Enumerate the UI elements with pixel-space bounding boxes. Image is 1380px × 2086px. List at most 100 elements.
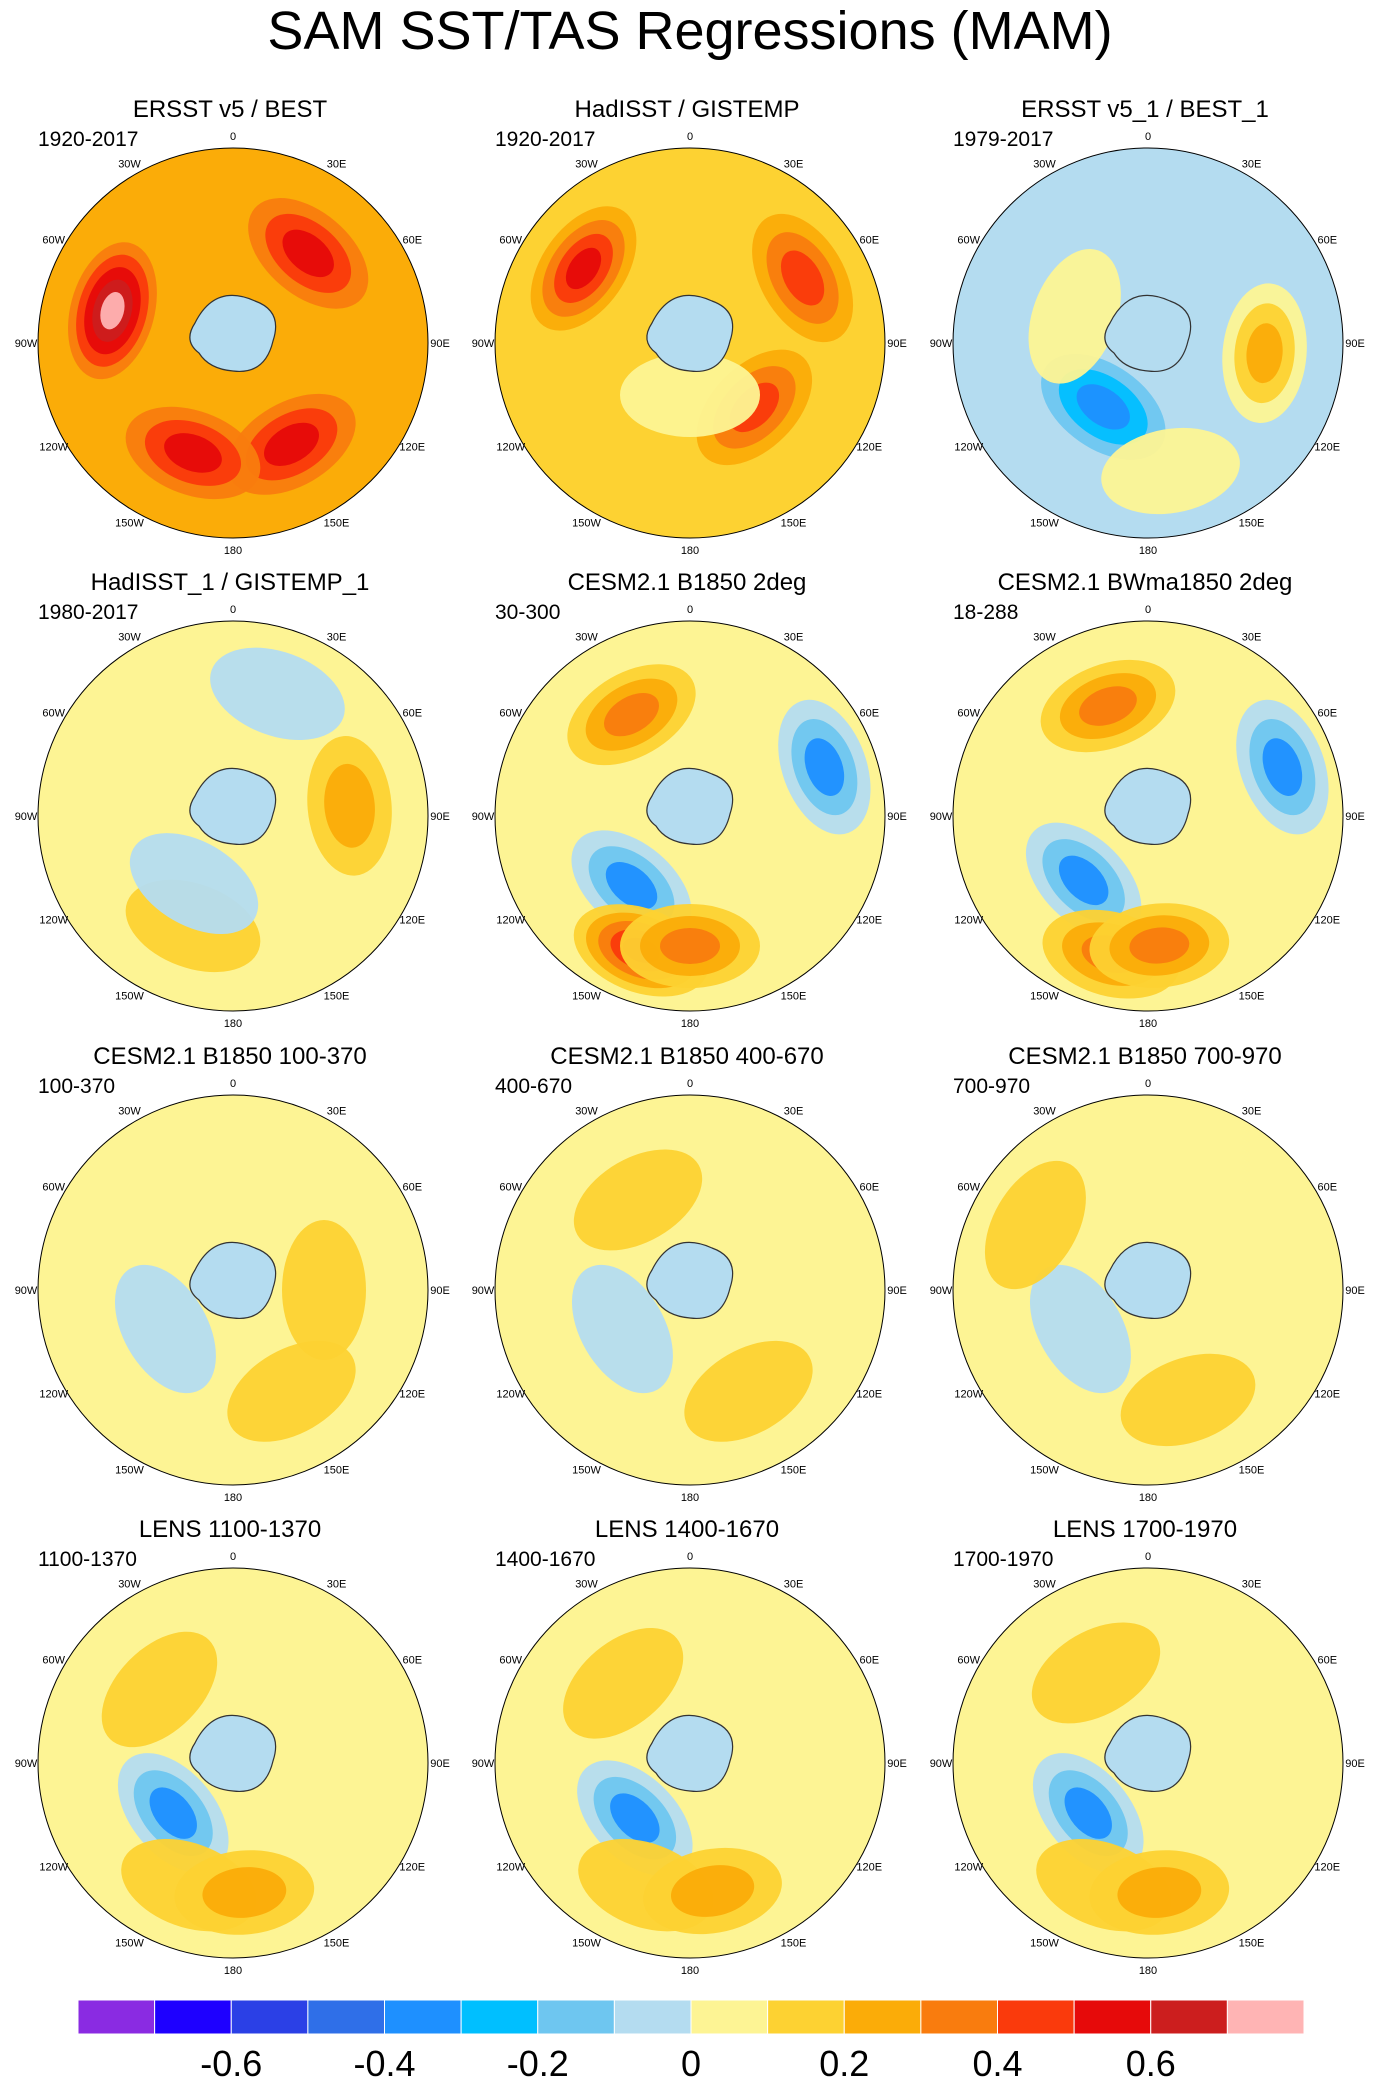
longitude-label: 60W [957,1182,980,1194]
panel-title: CESM2.1 B1850 700-970 [1008,1043,1282,1070]
longitude-label: 90E [1345,338,1365,350]
map-panel: HadISST_1 / GISTEMP_1 1980-2017 0 30E 60E 90E… [0,568,460,1043]
anomaly-contour [1120,1353,1256,1447]
longitude-label: 150E [1239,1464,1265,1476]
anomaly-contour [604,693,659,737]
anomaly-contour [1246,323,1283,384]
antarctica-outline [1104,1241,1192,1320]
panel-title: HadISST / GISTEMP [574,96,800,123]
longitude-label: 90E [887,1285,907,1297]
longitude-label: 180 [1139,545,1157,557]
anomaly-contour [114,1264,216,1394]
panel-year-range: 100-370 [38,1075,116,1098]
longitude-label: 0 [230,1078,236,1090]
longitude-label: 60W [957,708,980,720]
longitude-label: 60W [42,708,65,720]
map-border [952,1567,1344,1959]
longitude-label: 60E [402,1182,422,1194]
anomaly-contour [670,1865,755,1917]
longitude-label: 30W [575,1579,598,1591]
longitude-label: 60W [499,1655,522,1667]
longitude-label: 150W [572,1937,601,1949]
longitude-label: 30W [1033,1579,1056,1591]
longitude-label: 90E [430,811,450,823]
longitude-label: 120W [39,442,68,454]
map-panel: CESM2.1 BWma1850 2deg 18-288 0 30E 60E 90E 120… [915,568,1375,1043]
longitude-label: 30W [575,1106,598,1118]
longitude-label: 90W [15,338,38,350]
longitude-label: 90W [930,1285,953,1297]
polar-map: 0 30E 60E 90E 120E 150E 180 150W 120W 90W 60W 30W [15,604,450,1030]
panel-title: ERSST v5 / BEST [132,96,328,123]
longitude-label: 120W [39,1862,68,1874]
anomaly-contour [149,1787,197,1839]
map-border [952,1094,1344,1486]
longitude-label: 60E [859,235,879,247]
anomaly-contour [610,1793,660,1843]
polar-map: 0 30E 60E 90E 120E 150E 180 150W 120W 90W 60W 30W [930,1078,1365,1504]
panel-title: CESM2.1 B1850 100-370 [93,1043,367,1070]
longitude-label: 0 [687,1078,693,1090]
anomaly-contour [565,247,602,290]
colorbar-tick-label: 0.6 [1126,2043,1176,2084]
colorbar-tick-label: -0.6 [200,2043,262,2084]
panel-title: LENS 1100-1370 [138,1516,322,1543]
longitude-label: 120W [496,442,525,454]
map-border [952,620,1344,1012]
map-panel: CESM2.1 B1850 700-970 700-970 0 30E 60E 90E 12… [915,1042,1375,1517]
longitude-label: 150W [115,990,144,1002]
longitude-label: 90E [1345,811,1365,823]
anomaly-contour [227,1340,356,1442]
longitude-label: 30E [327,632,347,644]
map-border [37,620,429,1012]
colorbar-swatch [154,1999,232,2035]
map-border [494,1567,886,1959]
longitude-label: 120E [1314,1862,1340,1874]
panel-title: ERSST v5_1 / BEST_1 [1021,96,1269,123]
panel-year-range: 1980-2017 [38,601,139,624]
longitude-label: 120E [399,442,425,454]
longitude-label: 120W [954,1389,983,1401]
panel-year-range: 700-970 [953,1075,1031,1098]
anomaly-contour [660,928,720,964]
longitude-label: 60E [1317,708,1337,720]
longitude-label: 0 [230,604,236,616]
colorbar-swatch [690,1999,769,2035]
longitude-label: 30E [1242,1106,1262,1118]
longitude-label: 60W [42,235,65,247]
longitude-label: 90W [472,1758,495,1770]
longitude-label: 30E [1242,159,1262,171]
polar-map: 0 30E 60E 90E 120E 150E 180 150W 120W 90W 60W 30W [15,1551,450,1977]
longitude-label: 180 [681,545,699,557]
antarctica-outline [1104,294,1192,373]
longitude-label: 90W [930,1758,953,1770]
longitude-label: 60W [957,235,980,247]
longitude-label: 60E [1317,1182,1337,1194]
longitude-label: 30E [1242,1579,1262,1591]
longitude-label: 120E [399,915,425,927]
longitude-label: 120W [496,1862,525,1874]
polar-map: 0 30E 60E 90E 120E 150E 180 150W 120W 90W 60W 30W [472,1551,907,1977]
longitude-label: 60E [402,1655,422,1667]
longitude-label: 60W [957,1655,980,1667]
longitude-label: 60E [402,708,422,720]
longitude-label: 30W [118,1579,141,1591]
panel-title: LENS 1700-1970 [1052,1516,1238,1543]
map-panel: LENS 1100-1370 1100-1370 0 30E 60E 90E 120E 150… [0,1515,460,1990]
anomaly-contour [1129,927,1190,964]
longitude-label: 120W [954,442,983,454]
longitude-label: 180 [224,1492,242,1504]
longitude-label: 120E [399,1389,425,1401]
colorbar-swatch [997,1999,1075,2035]
map-border [494,147,886,539]
longitude-label: 150E [324,990,350,1002]
colorbar-tick-label: 0 [681,2043,701,2084]
longitude-label: 0 [1145,1078,1151,1090]
longitude-label: 0 [687,604,693,616]
longitude-label: 180 [1139,1965,1157,1977]
longitude-label: 30E [784,632,804,644]
panel-title: CESM2.1 B1850 2deg [567,569,807,596]
anomaly-contour [571,1264,673,1394]
anomaly-contour [324,763,375,848]
longitude-label: 120W [954,915,983,927]
